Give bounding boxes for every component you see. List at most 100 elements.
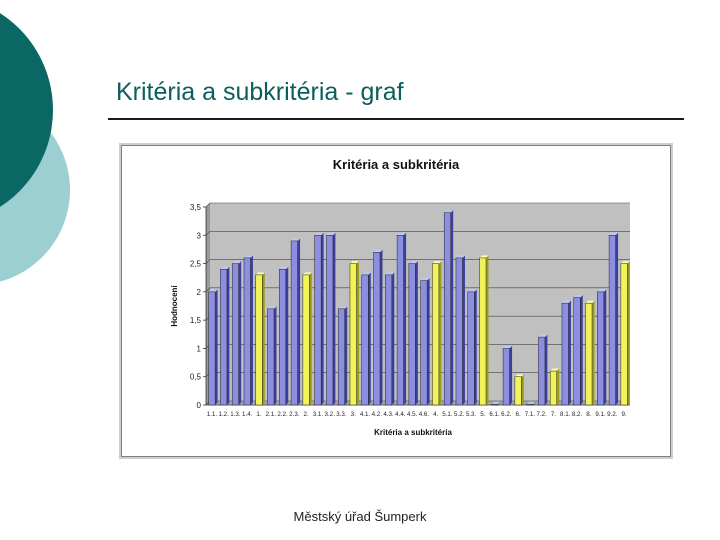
bar [455,257,463,406]
bar [314,235,322,406]
bar-top [326,232,336,236]
bar-top [514,374,524,377]
bar [279,268,287,406]
bar-side [450,210,454,405]
bar-side [238,261,242,405]
y-gridline-side [205,287,211,293]
bar [326,235,334,406]
bar-side [262,272,265,405]
bar-top [279,266,289,270]
x-tick-label: 7.2. [537,411,548,418]
bar-top [385,272,395,275]
bar [502,348,510,406]
dark-teal-circle [0,13,53,207]
bar-side [250,255,253,405]
plot-area: 00,511,522,533,51.1. 1.2. 1.3. 1.4. 1. 2.1. 2.… [190,202,630,418]
x-tick-label: 3.1. [313,411,324,418]
bar [302,274,310,406]
x-tick-label: 6. [516,411,521,418]
bar-side [285,266,289,405]
x-tick-label: 4.5. [407,411,418,418]
x-tick-label: 4. [433,411,438,418]
bar [479,257,487,406]
x-tick-label: 4.3. [383,411,394,418]
bar-top [397,232,407,236]
bar [561,302,569,406]
bar [255,274,263,406]
x-tick-label: 9.2. [607,411,618,418]
bar [349,263,357,406]
bar-side [380,249,383,405]
bar [585,302,593,406]
bar-side [332,232,336,405]
bar [220,268,228,406]
x-tick-label: 4.1. [360,411,371,418]
x-tick-label: 3.3. [336,411,347,418]
bar-top [620,261,630,264]
bar-side [486,255,489,405]
y-tick-label: 0,5 [190,373,202,382]
bar-side [497,401,501,405]
x-tick-label: 5.3. [466,411,477,418]
bar [573,297,581,406]
bar-top [291,238,301,241]
bar-top [232,261,242,264]
bar-side [391,272,395,405]
bar [491,403,499,406]
bar-top [220,266,230,270]
x-tick-label: 3. [351,411,356,418]
bar-top [526,401,536,405]
bar-side [321,232,324,405]
bar-top [338,306,348,309]
bar-top [503,345,513,349]
bar-top [267,306,277,309]
slide-title: Kritéria a subkritéria - graf [116,78,404,106]
bar-top [491,401,501,405]
bar-top [538,334,548,338]
bar-top [609,232,619,236]
bar-side [509,345,513,405]
bar [231,263,239,406]
bar-side [368,272,371,405]
bar [538,336,546,406]
bar-top [550,368,560,372]
bar-side [521,374,524,405]
x-tick-label: 4.6. [419,411,430,418]
bar-side [403,232,407,405]
x-tick-label: 1.3. [230,411,241,418]
bar-top [573,295,583,298]
x-tick-label: 1. [256,411,261,418]
x-tick-label: 1.4. [242,411,253,418]
bar-top [314,232,324,236]
x-tick-label: 2.1. [266,411,277,418]
bar-top [467,289,477,292]
x-tick-label: 8.1. [560,411,571,418]
y-gridline-side [205,231,211,236]
bar-top [361,272,371,275]
decorative-circles [0,13,70,282]
bar-top [585,300,595,304]
x-tick-label: 4.4. [395,411,406,418]
bar-side [438,261,442,405]
bar-side [297,238,301,405]
bar [597,291,605,406]
y-tick-label: 0 [197,401,202,410]
chart-frame: Kritéria a subkritéria Kritéria a subkri… [121,145,671,457]
y-gridline-side [205,202,211,208]
bar-top [420,278,430,281]
bar-top [408,261,418,264]
bar-top [444,210,454,213]
bar-side [462,255,465,405]
x-tick-label: 9.1. [595,411,606,418]
bar [290,240,298,406]
bar-side [580,295,583,405]
bar-chart: Kritéria a subkritéria Kritéria a subkri… [170,157,630,437]
bar [243,257,251,406]
bar [267,308,275,406]
bar [420,280,428,406]
title-divider [108,118,684,120]
bar [361,274,369,406]
x-tick-label: 1.1. [207,411,218,418]
bar-side [309,272,312,405]
bar-top [373,249,383,253]
